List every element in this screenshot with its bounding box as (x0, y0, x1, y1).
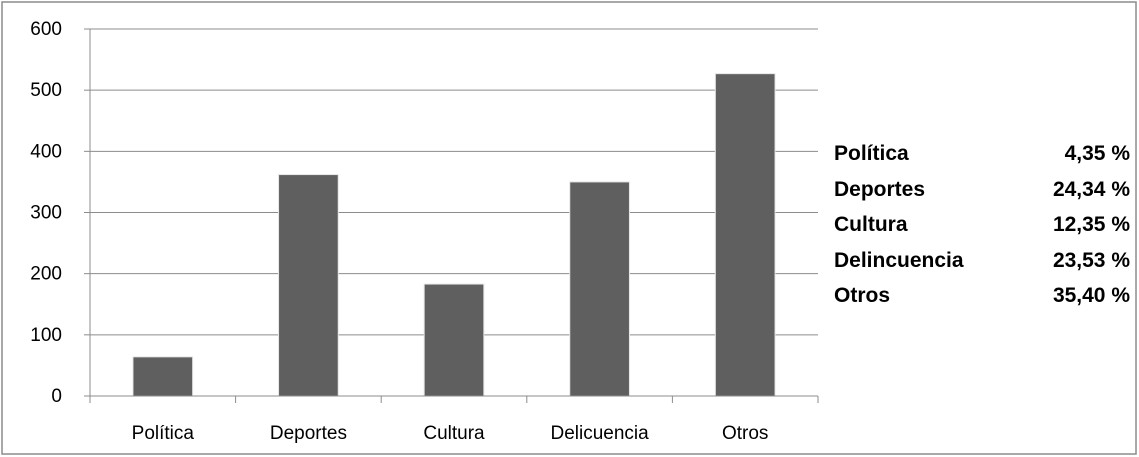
percentage-value: 35,40 % (1052, 284, 1130, 307)
percentage-value: 24,34 % (1052, 177, 1130, 201)
y-tick-label: 100 (30, 325, 62, 346)
axes (84, 28, 819, 403)
x-tick-label: Deportes (270, 423, 347, 444)
percentage-row-cultura: Cultura 12,35 % (834, 211, 1130, 247)
y-tick-label: 600 (30, 19, 62, 40)
percentage-label: Delincuencia (834, 248, 964, 272)
bar-política (132, 356, 194, 397)
percentage-label: Política (834, 142, 909, 165)
y-tick-labels: 0 100 200 300 400 500 600 (30, 19, 62, 407)
percentage-label: Cultura (834, 213, 908, 236)
percentage-row-delincuencia: Delincuencia 23,53 % (834, 247, 1130, 283)
percentage-value: 4,35 % (1064, 142, 1130, 165)
bars (132, 73, 776, 397)
bar-delicuencia (569, 181, 630, 397)
percentage-row-deportes: Deportes 24,34 % (834, 176, 1130, 212)
percentage-label: Deportes (834, 177, 926, 201)
percentage-label: Otros (834, 284, 891, 307)
bar-cultura (423, 283, 485, 397)
y-tick-label: 500 (30, 80, 62, 101)
y-tick-label: 400 (30, 141, 62, 162)
y-tick-label: 0 (51, 386, 62, 407)
x-tick-labels: Política Deportes Cultura Delicuencia Otros (132, 423, 769, 444)
x-tick-label: Cultura (423, 423, 485, 444)
percentage-table: Política 4,35 % Deportes 24,34 % Cultura… (834, 140, 1130, 318)
percentage-row-politica: Política 4,35 % (834, 140, 1130, 176)
percentage-row-otros: Otros 35,40 % (834, 282, 1130, 318)
bar-deportes (278, 174, 339, 397)
y-tick-label: 300 (30, 203, 62, 224)
bar-otros (714, 73, 776, 397)
x-tick-label: Política (132, 423, 195, 444)
x-tick-label: Otros (722, 423, 768, 444)
y-tick-label: 200 (30, 264, 62, 285)
percentage-value: 23,53 % (1052, 248, 1130, 272)
gridlines (90, 28, 818, 336)
percentage-value: 12,35 % (1052, 213, 1130, 236)
x-tick-label: Delicuencia (550, 423, 649, 444)
